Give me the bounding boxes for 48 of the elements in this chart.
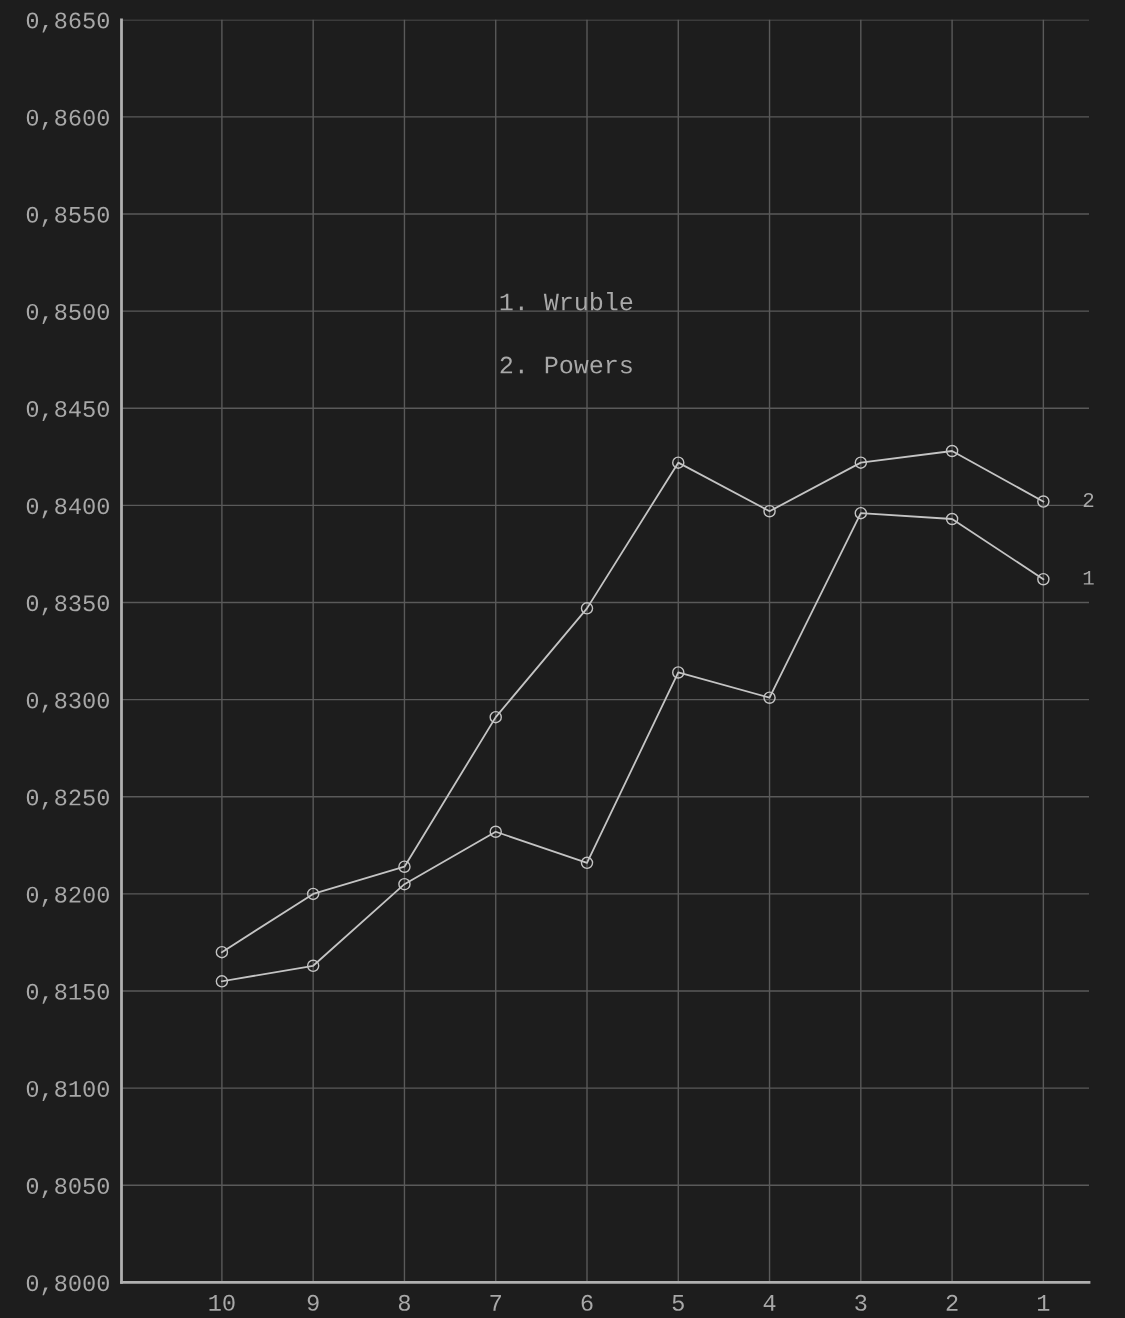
point <box>489 825 502 838</box>
point <box>580 602 594 615</box>
point <box>489 710 502 724</box>
annotation: 2. Powers <box>500 356 632 374</box>
point <box>854 506 868 520</box>
point <box>672 456 685 469</box>
y-tick-label: 0,8550 <box>26 206 109 227</box>
point <box>398 860 411 873</box>
point <box>1037 572 1050 586</box>
point <box>580 856 594 870</box>
x-tick-label: 7 <box>490 1295 501 1311</box>
series-label: 1 <box>1083 570 1094 585</box>
y-tick-label: 0,8250 <box>26 789 109 810</box>
y-tick-label: 0,8150 <box>26 983 109 1004</box>
point <box>672 666 685 679</box>
x-tick-label: 9 <box>307 1294 319 1311</box>
x-tick-label: 1 <box>1037 1295 1050 1311</box>
x-tick-label: 4 <box>763 1295 776 1311</box>
point <box>1037 495 1050 508</box>
point <box>854 456 868 469</box>
point <box>306 887 320 901</box>
annotation: 1. Wruble <box>500 292 633 311</box>
x-tick-label: 2 <box>946 1294 958 1311</box>
y-tick-label: 0,8400 <box>26 498 109 519</box>
point <box>306 959 320 973</box>
y-tick-label: 0,8650 <box>26 12 109 33</box>
y-tick-label: 0,8200 <box>26 886 109 907</box>
x-tick-label: 6 <box>581 1294 593 1311</box>
series-label: 2 <box>1083 492 1094 507</box>
point <box>763 691 776 704</box>
point <box>215 945 229 959</box>
point <box>215 975 229 988</box>
y-tick-label: 0,8450 <box>26 401 109 422</box>
y-tick-label: 0,8100 <box>26 1080 109 1101</box>
y-tick-label: 0,8500 <box>26 303 109 324</box>
y-tick-label: 0,8000 <box>26 1275 109 1296</box>
y-tick-label: 0,8600 <box>26 109 109 130</box>
x-tick-label: 10 <box>209 1294 235 1311</box>
point <box>398 877 411 891</box>
y-tick-label: 0,8350 <box>26 595 109 616</box>
point <box>945 444 959 458</box>
y-tick-label: 0,8300 <box>26 692 109 713</box>
point <box>945 512 959 526</box>
x-tick-label: 8 <box>398 1294 410 1311</box>
point <box>763 504 776 518</box>
x-tick-label: 3 <box>855 1294 867 1311</box>
x-tick-label: 5 <box>672 1295 684 1311</box>
y-tick-label: 0,8050 <box>26 1178 109 1199</box>
